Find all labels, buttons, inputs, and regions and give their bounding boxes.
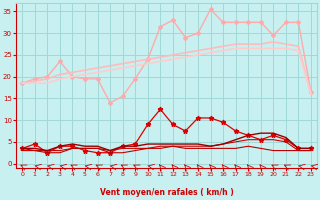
- X-axis label: Vent moyen/en rafales ( km/h ): Vent moyen/en rafales ( km/h ): [100, 188, 234, 197]
